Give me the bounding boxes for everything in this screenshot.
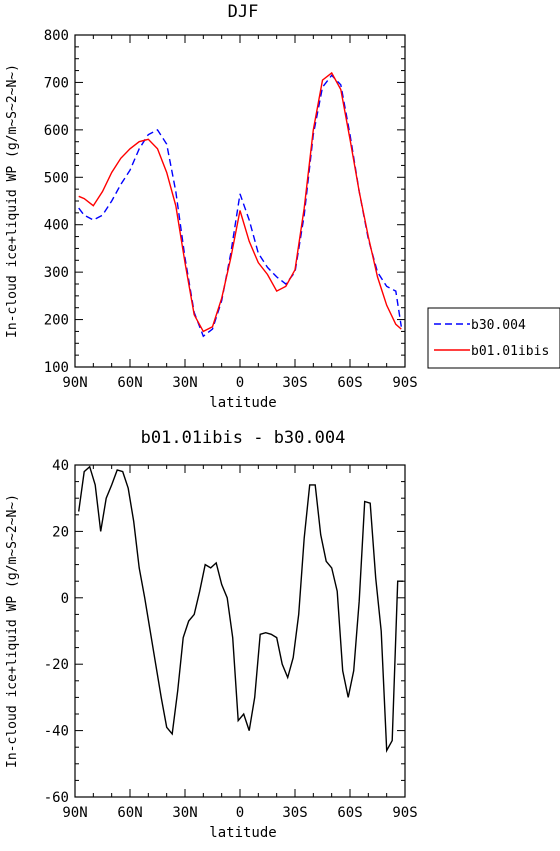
y-axis-label: In-cloud ice+liquid WP (g/m~S~2~N~) xyxy=(5,494,20,768)
y-tick-label: 100 xyxy=(44,360,69,376)
y-tick-label: -20 xyxy=(44,657,69,673)
x-axis-label: latitude xyxy=(209,825,276,841)
y-tick-label: 20 xyxy=(52,524,69,540)
x-tick-label: 30S xyxy=(282,375,307,391)
series-line-b01-01ibis xyxy=(78,71,402,333)
chart-title: DJF xyxy=(228,2,259,22)
chart-title: b01.01ibis - b30.004 xyxy=(141,428,346,448)
series-line-0 xyxy=(78,465,404,753)
x-tick-label: 90S xyxy=(392,805,417,821)
y-tick-label: -40 xyxy=(44,724,69,740)
legend-label: b01.01ibis xyxy=(471,344,549,359)
y-tick-label: 500 xyxy=(44,170,69,186)
y-tick-label: 600 xyxy=(44,123,69,139)
series-line-b30-004 xyxy=(78,74,402,338)
x-tick-label: 30N xyxy=(172,805,197,821)
x-tick-label: 30N xyxy=(172,375,197,391)
x-tick-label: 90N xyxy=(62,805,87,821)
x-tick-label: 60N xyxy=(117,375,142,391)
legend-label: b30.004 xyxy=(471,318,526,333)
y-tick-label: -60 xyxy=(44,790,69,806)
x-axis-label: latitude xyxy=(209,395,276,411)
y-axis-label: In-cloud ice+liquid WP (g/m~S~2~N~) xyxy=(5,64,20,338)
x-tick-label: 90S xyxy=(392,375,417,391)
y-tick-label: 40 xyxy=(52,458,69,474)
y-tick-label: 700 xyxy=(44,75,69,91)
x-tick-label: 90N xyxy=(62,375,87,391)
x-tick-label: 60S xyxy=(337,375,362,391)
x-tick-label: 30S xyxy=(282,805,307,821)
x-tick-label: 60N xyxy=(117,805,142,821)
plot-frame xyxy=(74,34,406,368)
x-tick-label: 0 xyxy=(236,375,244,391)
legend-box xyxy=(427,307,560,369)
y-tick-label: 300 xyxy=(44,265,69,281)
x-tick-label: 0 xyxy=(236,805,244,821)
y-tick-label: 400 xyxy=(44,218,69,234)
x-tick-label: 60S xyxy=(337,805,362,821)
legend: b30.004 b01.01ibis xyxy=(427,307,560,369)
plot-frame xyxy=(74,464,406,798)
y-tick-label: 200 xyxy=(44,313,69,329)
y-tick-label: 0 xyxy=(61,591,69,607)
y-tick-label: 800 xyxy=(44,28,69,44)
plot-bottom: 90N 60N 30N 0 30S 60S 90S -60 -40 -20 0 20 40 b01.01i… xyxy=(5,428,418,841)
plot-top: 90N 60N 30N 0 30S 60S 90S 100 200 300 400 500 600 700… xyxy=(5,2,560,411)
